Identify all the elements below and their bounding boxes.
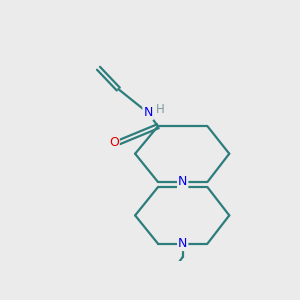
Text: O: O — [109, 136, 119, 149]
Text: N: N — [178, 176, 188, 188]
Text: N: N — [178, 237, 188, 250]
Text: N: N — [143, 106, 153, 119]
Text: H: H — [156, 103, 165, 116]
